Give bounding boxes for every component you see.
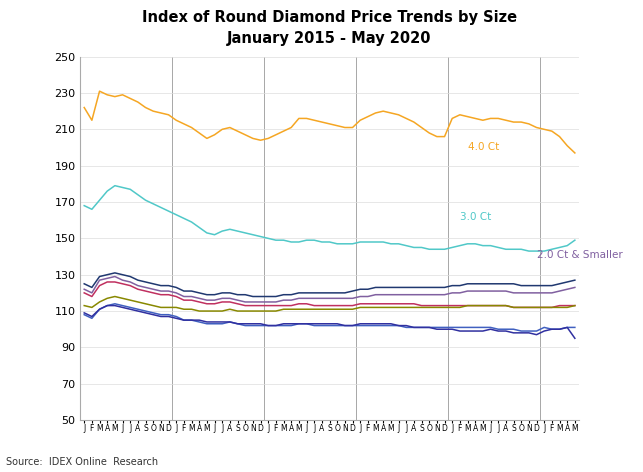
Text: Source:  IDEX Online  Research: Source: IDEX Online Research — [6, 457, 159, 467]
Title: Index of Round Diamond Price Trends by Size
January 2015 - May 2020: Index of Round Diamond Price Trends by S… — [142, 10, 517, 46]
Text: 3.0 Ct: 3.0 Ct — [460, 211, 491, 221]
Text: 4.0 Ct: 4.0 Ct — [467, 143, 499, 152]
Text: 2.0 Ct & Smaller: 2.0 Ct & Smaller — [536, 250, 622, 260]
